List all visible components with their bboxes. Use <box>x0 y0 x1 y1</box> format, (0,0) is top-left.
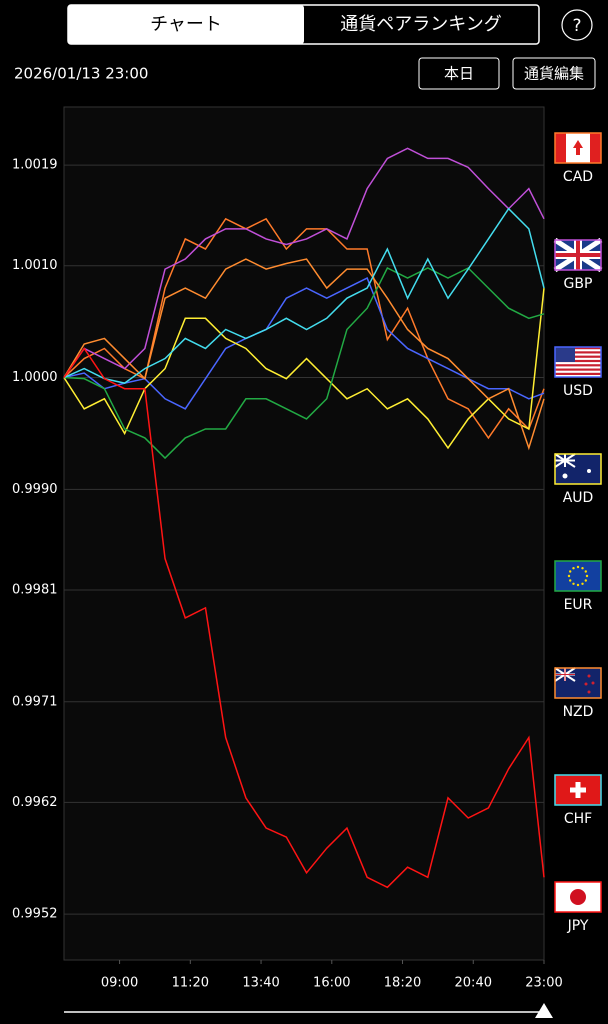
x-tick-label: 13:40 <box>242 976 279 991</box>
legend-flag <box>554 346 602 378</box>
legend-label: AUD <box>563 490 594 506</box>
flag-part <box>585 574 589 578</box>
slider-handle[interactable] <box>535 1003 553 1018</box>
legend-label: CAD <box>563 169 593 185</box>
flag-part <box>569 570 572 573</box>
flag-part <box>581 582 584 585</box>
legend-label: EUR <box>564 597 593 613</box>
flag-part <box>573 140 583 155</box>
flag-part <box>562 473 568 479</box>
legend-label: NZD <box>563 704 594 720</box>
flag-border <box>554 239 602 271</box>
flag-part <box>555 372 601 375</box>
button-label[interactable]: 本日 <box>444 65 474 83</box>
flag-part <box>570 889 586 905</box>
y-tick-label: 0.9990 <box>12 482 58 497</box>
flag-part <box>555 351 601 354</box>
flag-part <box>590 133 601 163</box>
tab-chart[interactable] <box>68 5 304 44</box>
x-tick-label: 18:20 <box>384 976 421 991</box>
x-tick-label: 16:00 <box>313 976 350 991</box>
flag-bg <box>555 561 601 591</box>
flag-part <box>555 368 601 371</box>
legend-label: JPY <box>567 918 589 934</box>
help-icon[interactable]: ? <box>572 16 581 36</box>
flag-part <box>591 681 595 685</box>
flag-part <box>576 565 580 569</box>
flag-border <box>554 346 602 378</box>
flag-part <box>555 240 601 270</box>
button-label[interactable]: 通貨編集 <box>524 65 584 83</box>
y-tick-label: 0.9962 <box>12 795 58 810</box>
plot-area <box>63 106 545 961</box>
flag-part <box>572 567 575 570</box>
legend-flag <box>554 667 602 699</box>
flag-part <box>587 469 591 473</box>
x-tick-label: 23:00 <box>525 976 562 991</box>
y-tick-label: 0.9971 <box>12 694 58 709</box>
flag-part <box>555 668 575 681</box>
flag-part <box>587 690 591 694</box>
legend-flag <box>554 560 602 592</box>
flag-part <box>555 347 575 362</box>
legend-label: CHF <box>564 811 592 827</box>
flag-part <box>584 579 587 582</box>
y-tick-label: 0.9952 <box>12 907 58 922</box>
y-tick-label: 1.0000 <box>12 370 58 385</box>
flag-part <box>555 355 601 358</box>
edit-button[interactable] <box>512 57 596 90</box>
y-tick-label: 1.0010 <box>12 258 58 273</box>
flag-border <box>554 132 602 164</box>
flag-part <box>567 574 571 578</box>
series-line <box>63 207 545 384</box>
legend-label: GBP <box>564 276 593 292</box>
flag-part <box>581 567 584 570</box>
legend-flag <box>554 453 602 485</box>
tab-label[interactable]: チャート <box>150 14 222 35</box>
x-tick-label: 11:20 <box>172 976 209 991</box>
flag-part <box>584 682 588 686</box>
y-tick-label: 1.0019 <box>12 158 58 173</box>
legend-label: USD <box>563 383 593 399</box>
legend-flag <box>553 237 603 273</box>
y-tick-label: 0.9981 <box>12 582 58 597</box>
series-line <box>63 347 545 889</box>
flag-part <box>576 583 580 587</box>
help-button[interactable] <box>561 9 593 41</box>
datetime: 2026/01/13 23:00 <box>14 65 148 83</box>
flag-part <box>587 674 591 678</box>
flag-part <box>555 364 601 367</box>
series-line <box>63 147 545 378</box>
flag-part <box>555 133 566 163</box>
flag-border <box>554 881 602 913</box>
legend-flag <box>554 774 602 806</box>
flag-part <box>554 453 576 468</box>
flag-part <box>570 782 586 798</box>
flag-part <box>572 582 575 585</box>
flag-part <box>555 359 601 363</box>
flag-part <box>584 570 587 573</box>
flag-part <box>569 579 572 582</box>
today-button[interactable] <box>418 57 500 90</box>
series-line <box>63 258 545 451</box>
legend-flag <box>554 132 602 164</box>
x-tick-label: 20:40 <box>455 976 492 991</box>
flag-border <box>554 560 602 592</box>
legend-flag <box>554 881 602 913</box>
flag-part <box>555 347 601 350</box>
flag-border <box>554 453 602 485</box>
tab-label[interactable]: 通貨ペアランキング <box>340 14 501 35</box>
flag-border <box>554 774 602 806</box>
x-tick-label: 09:00 <box>101 976 138 991</box>
flag-border <box>554 667 602 699</box>
